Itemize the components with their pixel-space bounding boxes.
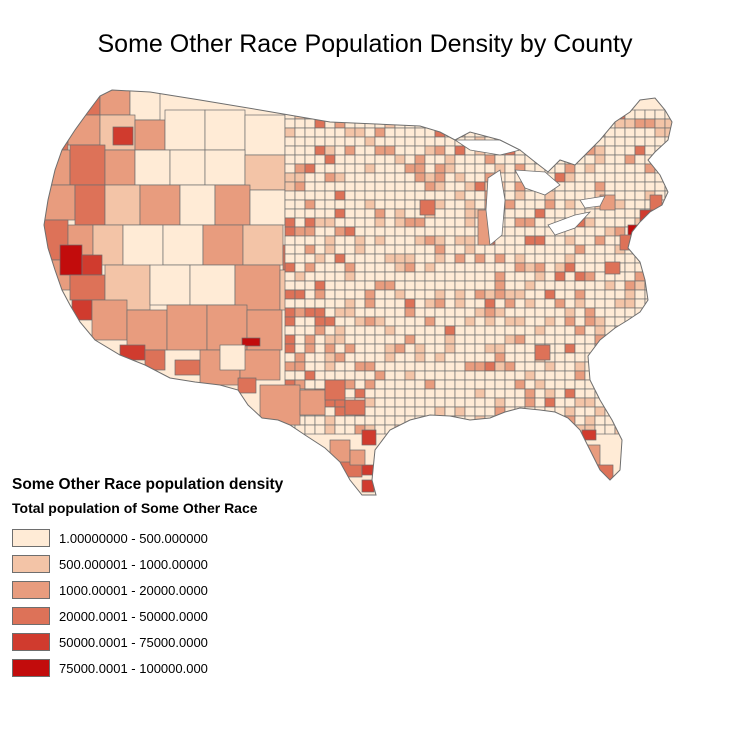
legend-item-class-2: 500.000001 - 1000.00000 <box>12 551 283 577</box>
legend-item-class-1: 1.00000000 - 500.000000 <box>12 525 283 551</box>
map-title: Some Other Race Population Density by Co… <box>97 30 633 58</box>
legend-swatch <box>12 555 50 573</box>
legend-swatch <box>12 607 50 625</box>
legend-subtitle: Total population of Some Other Race <box>12 500 258 516</box>
legend-label: 500.000001 - 1000.00000 <box>59 556 208 572</box>
legend-item-class-4: 20000.0001 - 50000.0000 <box>12 603 283 629</box>
legend-label: 50000.0001 - 75000.0000 <box>59 634 208 650</box>
legend-swatch <box>12 633 50 651</box>
legend-label: 1.00000000 - 500.000000 <box>59 530 208 546</box>
great-lakes <box>453 139 606 246</box>
legend-swatch <box>12 659 50 677</box>
county-polygons <box>44 90 672 493</box>
legend-swatch <box>12 529 50 547</box>
legend-label: 75000.0001 - 100000.000 <box>59 660 208 676</box>
map-legend: Some Other Race population density Total… <box>12 476 283 681</box>
legend-item-class-6: 75000.0001 - 100000.000 <box>12 655 283 681</box>
west-counties <box>44 90 311 394</box>
legend-label: 20000.0001 - 50000.0000 <box>59 608 208 624</box>
legend-swatch <box>12 581 50 599</box>
legend-title: Some Other Race population density <box>12 476 284 493</box>
legend-label: 1000.00001 - 20000.0000 <box>59 582 208 598</box>
legend-item-class-3: 1000.00001 - 20000.0000 <box>12 577 283 603</box>
legend-item-class-5: 50000.0001 - 75000.0000 <box>12 629 283 655</box>
